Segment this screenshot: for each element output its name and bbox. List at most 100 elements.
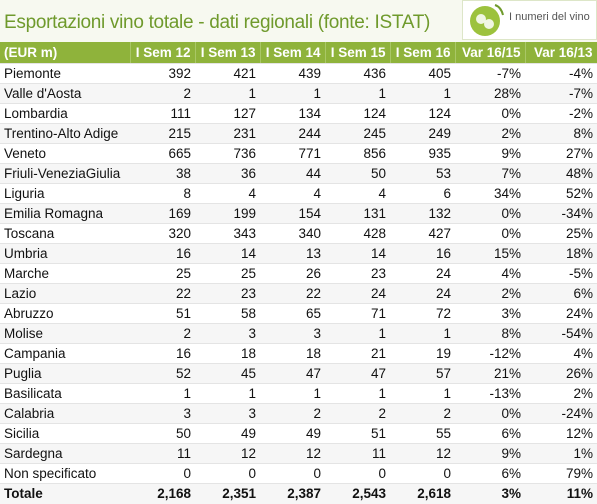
value-cell: 320 [130, 223, 195, 244]
table-body: Piemonte 392 421 439 436 405 -7% -4% Valle d'Aos… [0, 63, 597, 504]
value-cell: 16 [390, 243, 455, 264]
value-cell: 21 [325, 343, 390, 364]
value-cell: 44 [260, 163, 325, 184]
value-cell: 245 [325, 123, 390, 144]
value-cell: 249 [390, 123, 455, 144]
table-row: Sardegna 11 12 12 11 12 9% 1% [0, 443, 597, 464]
column-header: (EUR m) [0, 42, 131, 64]
region-cell: Abruzzo [0, 303, 130, 324]
value-cell: 50 [325, 163, 390, 184]
value-cell: 18 [195, 343, 260, 364]
value-cell: 1 [195, 383, 260, 404]
value-cell: -24% [525, 403, 597, 424]
total-row: Totale 2,168 2,351 2,387 2,543 2,618 3% 11% [0, 483, 597, 504]
value-cell: 52% [525, 183, 597, 204]
value-cell: 1% [525, 443, 597, 464]
value-cell: 169 [130, 203, 195, 224]
value-cell: 25 [195, 263, 260, 284]
value-cell: -13% [455, 383, 525, 404]
region-cell: Piemonte [0, 63, 130, 84]
value-cell: 1 [130, 383, 195, 404]
value-cell: 9% [455, 143, 525, 164]
value-cell: 421 [195, 63, 260, 84]
value-cell: 25 [130, 263, 195, 284]
value-cell: 26% [525, 363, 597, 384]
value-cell: 57 [390, 363, 455, 384]
table-row: Lazio 22 23 22 24 24 2% 6% [0, 283, 597, 304]
value-cell: 1 [325, 83, 390, 104]
value-cell: 736 [195, 143, 260, 164]
value-cell: 0 [390, 463, 455, 484]
table-row: Non specificato 0 0 0 0 0 6% 79% [0, 463, 597, 484]
value-cell: 27% [525, 143, 597, 164]
value-cell: 0% [455, 203, 525, 224]
title: Esportazioni vino totale - dati regional… [4, 12, 431, 33]
value-cell: 65 [260, 303, 325, 324]
data-table: (EUR m) I Sem 12 I Sem 13 I Sem 14 I Sem 15 I… [0, 42, 597, 504]
value-cell: 436 [325, 63, 390, 84]
value-cell: 23 [195, 283, 260, 304]
region-cell: Valle d'Aosta [0, 83, 130, 104]
value-cell: 8% [525, 123, 597, 144]
table-row: Puglia 52 45 47 47 57 21% 26% [0, 363, 597, 384]
value-cell: -2% [525, 103, 597, 124]
table-row: Calabria 3 3 2 2 2 0% -24% [0, 403, 597, 424]
value-cell: 22 [130, 283, 195, 304]
value-cell: 12% [525, 423, 597, 444]
value-cell: -12% [455, 343, 525, 364]
value-cell: 154 [260, 203, 325, 224]
value-cell: 6% [525, 283, 597, 304]
value-cell: 2 [390, 403, 455, 424]
value-cell: 131 [325, 203, 390, 224]
value-cell: 24% [525, 303, 597, 324]
table-row: Abruzzo 51 58 65 71 72 3% 24% [0, 303, 597, 324]
value-cell: 3 [260, 323, 325, 344]
region-cell: Non specificato [0, 463, 130, 484]
logo: I numeri del vino [462, 0, 597, 40]
value-cell: 23 [325, 263, 390, 284]
value-cell: 21% [455, 363, 525, 384]
value-cell: 2 [130, 83, 195, 104]
region-cell: Trentino-Alto Adige [0, 123, 130, 144]
value-cell: 55 [390, 423, 455, 444]
value-cell: 2 [325, 403, 390, 424]
table-row: Piemonte 392 421 439 436 405 -7% -4% [0, 63, 597, 84]
value-cell: 51 [325, 423, 390, 444]
value-cell: 4 [325, 183, 390, 204]
value-cell: 24 [325, 283, 390, 304]
value-cell: 0 [130, 463, 195, 484]
table-row: Lombardia 111 127 134 124 124 0% -2% [0, 103, 597, 124]
column-header: I Sem 14 [260, 42, 326, 64]
value-cell: 124 [325, 103, 390, 124]
value-cell: 343 [195, 223, 260, 244]
value-cell: 4% [525, 343, 597, 364]
value-cell: 1 [390, 83, 455, 104]
region-cell: Emilia Romagna [0, 203, 130, 224]
value-cell: 215 [130, 123, 195, 144]
value-cell: 47 [260, 363, 325, 384]
value-cell: 53 [390, 163, 455, 184]
value-cell: 34% [455, 183, 525, 204]
value-cell: 0% [455, 103, 525, 124]
column-header: Var 16/15 [455, 42, 526, 64]
value-cell: 19 [390, 343, 455, 364]
value-cell: -7% [455, 63, 525, 84]
value-cell: 24 [390, 263, 455, 284]
value-cell: 1 [260, 383, 325, 404]
region-cell: Friuli-VeneziaGiulia [0, 163, 130, 184]
total-cell: 2,168 [130, 483, 195, 504]
table-row: Veneto 665 736 771 856 935 9% 27% [0, 143, 597, 164]
region-cell: Calabria [0, 403, 130, 424]
value-cell: 3% [455, 303, 525, 324]
value-cell: 111 [130, 103, 195, 124]
value-cell: 16 [130, 343, 195, 364]
value-cell: 45 [195, 363, 260, 384]
value-cell: 36 [195, 163, 260, 184]
value-cell: 6% [455, 463, 525, 484]
value-cell: 51 [130, 303, 195, 324]
value-cell: 134 [260, 103, 325, 124]
column-header: I Sem 16 [390, 42, 456, 64]
value-cell: 3 [195, 323, 260, 344]
value-cell: 1 [195, 83, 260, 104]
value-cell: 7% [455, 163, 525, 184]
